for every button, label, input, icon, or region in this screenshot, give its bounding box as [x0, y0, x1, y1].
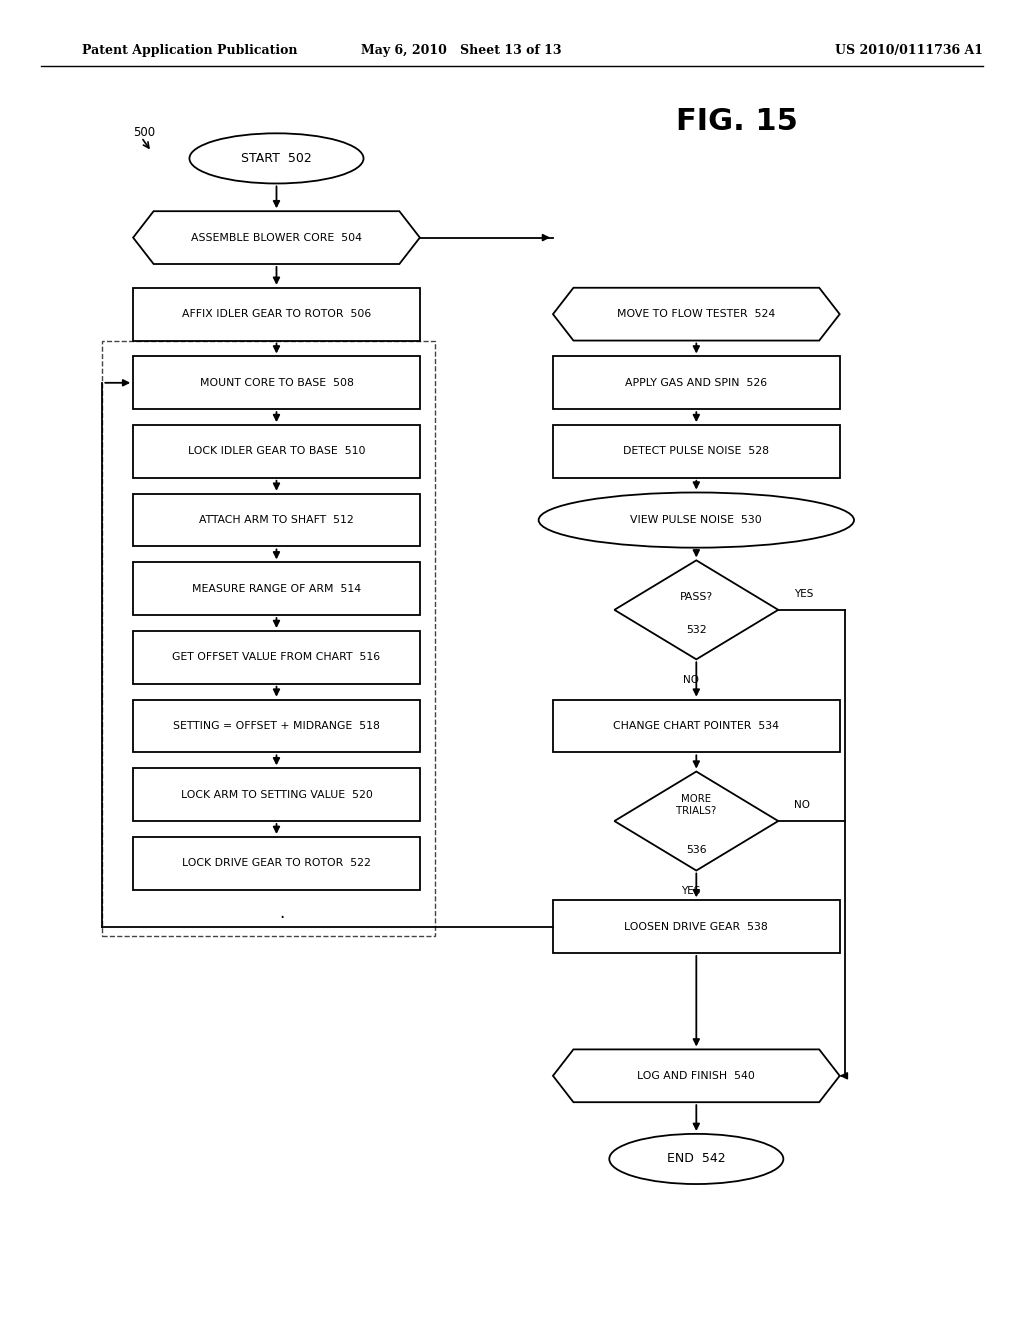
- Polygon shape: [614, 560, 778, 659]
- Text: LOOSEN DRIVE GEAR  538: LOOSEN DRIVE GEAR 538: [625, 921, 768, 932]
- Text: ATTACH ARM TO SHAFT  512: ATTACH ARM TO SHAFT 512: [199, 515, 354, 525]
- Ellipse shape: [609, 1134, 783, 1184]
- Text: LOCK IDLER GEAR TO BASE  510: LOCK IDLER GEAR TO BASE 510: [187, 446, 366, 457]
- Bar: [133, 425, 420, 478]
- Bar: [133, 356, 420, 409]
- Text: LOCK DRIVE GEAR TO ROTOR  522: LOCK DRIVE GEAR TO ROTOR 522: [182, 858, 371, 869]
- Text: YES: YES: [794, 589, 813, 599]
- Text: VIEW PULSE NOISE  530: VIEW PULSE NOISE 530: [631, 515, 762, 525]
- Text: FIG. 15: FIG. 15: [676, 107, 799, 136]
- Ellipse shape: [189, 133, 364, 183]
- Bar: [133, 631, 420, 684]
- Text: Patent Application Publication: Patent Application Publication: [82, 44, 297, 57]
- Text: May 6, 2010   Sheet 13 of 13: May 6, 2010 Sheet 13 of 13: [360, 44, 561, 57]
- Text: LOCK ARM TO SETTING VALUE  520: LOCK ARM TO SETTING VALUE 520: [180, 789, 373, 800]
- Text: END  542: END 542: [667, 1152, 726, 1166]
- Text: ASSEMBLE BLOWER CORE  504: ASSEMBLE BLOWER CORE 504: [191, 232, 361, 243]
- Text: DETECT PULSE NOISE  528: DETECT PULSE NOISE 528: [624, 446, 769, 457]
- Text: APPLY GAS AND SPIN  526: APPLY GAS AND SPIN 526: [626, 378, 767, 388]
- Text: MOUNT CORE TO BASE  508: MOUNT CORE TO BASE 508: [200, 378, 353, 388]
- Text: 532: 532: [686, 624, 707, 635]
- Bar: [133, 562, 420, 615]
- Text: AFFIX IDLER GEAR TO ROTOR  506: AFFIX IDLER GEAR TO ROTOR 506: [182, 309, 371, 319]
- Text: CHANGE CHART POINTER  534: CHANGE CHART POINTER 534: [613, 721, 779, 731]
- Text: .: .: [279, 904, 285, 923]
- Ellipse shape: [539, 492, 854, 548]
- Bar: [553, 356, 840, 409]
- Polygon shape: [133, 211, 420, 264]
- Text: YES: YES: [682, 887, 700, 896]
- Text: LOG AND FINISH  540: LOG AND FINISH 540: [637, 1071, 756, 1081]
- Text: GET OFFSET VALUE FROM CHART  516: GET OFFSET VALUE FROM CHART 516: [172, 652, 381, 663]
- Text: NO: NO: [683, 675, 699, 685]
- Bar: [133, 494, 420, 546]
- Bar: [102, 341, 435, 936]
- Text: MORE
TRIALS?: MORE TRIALS?: [676, 795, 717, 816]
- Polygon shape: [553, 1049, 840, 1102]
- Text: US 2010/0111736 A1: US 2010/0111736 A1: [835, 44, 983, 57]
- Polygon shape: [614, 771, 778, 871]
- Text: MOVE TO FLOW TESTER  524: MOVE TO FLOW TESTER 524: [617, 309, 775, 319]
- Text: MEASURE RANGE OF ARM  514: MEASURE RANGE OF ARM 514: [191, 583, 361, 594]
- Bar: [553, 700, 840, 752]
- Bar: [553, 425, 840, 478]
- Text: NO: NO: [794, 800, 810, 810]
- Bar: [133, 700, 420, 752]
- Bar: [133, 768, 420, 821]
- Bar: [553, 900, 840, 953]
- Text: PASS?: PASS?: [680, 591, 713, 602]
- Bar: [133, 837, 420, 890]
- Text: START  502: START 502: [241, 152, 312, 165]
- Polygon shape: [553, 288, 840, 341]
- Text: 536: 536: [686, 845, 707, 855]
- Bar: [133, 288, 420, 341]
- Text: 500: 500: [133, 125, 156, 139]
- Text: SETTING = OFFSET + MIDRANGE  518: SETTING = OFFSET + MIDRANGE 518: [173, 721, 380, 731]
